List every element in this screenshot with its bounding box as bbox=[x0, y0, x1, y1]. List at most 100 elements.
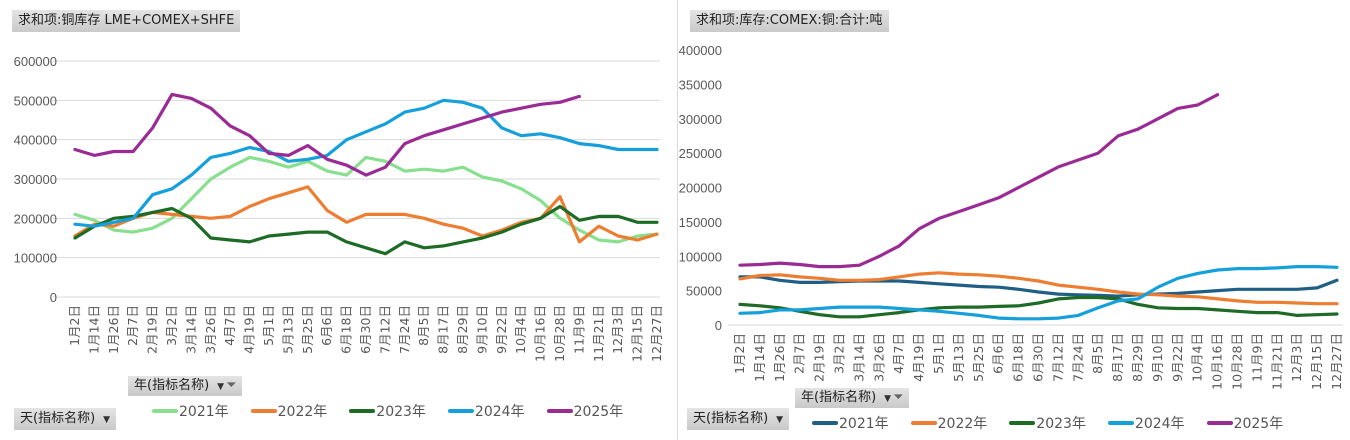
y-tick-label: 200000 bbox=[14, 211, 57, 226]
x-tick-label: 8月17日 bbox=[1110, 333, 1125, 382]
legend-item: 2021年 bbox=[812, 413, 889, 433]
legend-item: 2023年 bbox=[1009, 413, 1086, 433]
chart-title-button[interactable]: 求和项:铜库存 LME+COMEX+SHFE bbox=[12, 10, 241, 32]
legend-swatch bbox=[152, 409, 178, 413]
y-tick-label: 0 bbox=[50, 290, 57, 305]
day-field-button[interactable]: 天(指标名称) ▼ bbox=[687, 408, 790, 430]
legend-label: 2021年 bbox=[179, 404, 229, 420]
x-tick-label: 6月6日 bbox=[319, 305, 334, 346]
x-tick-label: 3月14日 bbox=[851, 333, 866, 382]
series-line-2024年 bbox=[73, 98, 659, 228]
x-tick-label: 8月17日 bbox=[436, 305, 451, 354]
x-tick-label: 9月22日 bbox=[494, 305, 509, 354]
legend-item: 2025年 bbox=[546, 401, 624, 421]
x-tick-label: 2月19日 bbox=[812, 333, 827, 382]
y-tick-label: 200000 bbox=[679, 181, 722, 196]
x-tick-label: 5月1日 bbox=[931, 333, 946, 374]
series-line-2023年 bbox=[738, 295, 1339, 319]
series-line-2025年 bbox=[73, 92, 582, 177]
x-tick-label: 8月5日 bbox=[416, 305, 431, 346]
dropdown-arrow-icon: ▼ bbox=[884, 394, 892, 404]
x-tick-label: 12月15日 bbox=[630, 305, 645, 362]
x-tick-label: 6月18日 bbox=[1011, 333, 1026, 382]
legend-label: 2022年 bbox=[277, 404, 328, 420]
series-line-2023年 bbox=[73, 204, 659, 256]
legend-item: 2023年 bbox=[349, 401, 426, 421]
x-tick-label: 1月26日 bbox=[106, 305, 121, 354]
filter-icon: ⏷ bbox=[226, 378, 237, 393]
legend-label: 2022年 bbox=[937, 416, 988, 432]
x-tick-label: 6月6日 bbox=[991, 333, 1006, 374]
x-tick-label: 5月25日 bbox=[971, 333, 986, 382]
legend-swatch bbox=[812, 421, 838, 425]
legend-label: 2024年 bbox=[474, 404, 525, 420]
chart-title-button[interactable]: 求和项:库存:COMEX:铜:合计:吨 bbox=[690, 10, 889, 32]
x-tick-label: 5月13日 bbox=[280, 305, 295, 354]
legend-item: 2022年 bbox=[910, 413, 988, 433]
x-tick-label: 2月19日 bbox=[145, 305, 160, 354]
x-tick-label: 3月2日 bbox=[164, 305, 179, 346]
legend-label: 2024年 bbox=[1134, 416, 1185, 432]
legend-label: 2025年 bbox=[573, 404, 624, 420]
x-tick-label: 1月14日 bbox=[86, 305, 101, 354]
series-line-2024年 bbox=[738, 265, 1339, 321]
legend-swatch bbox=[250, 409, 277, 413]
y-tick-label: 300000 bbox=[679, 112, 722, 127]
legend-label: 2023年 bbox=[1036, 416, 1086, 432]
x-tick-label: 1月2日 bbox=[67, 305, 82, 346]
year-field-button[interactable]: 年(指标名称) ▼ ⏷ bbox=[128, 376, 243, 396]
x-tick-label: 6月30日 bbox=[358, 305, 373, 354]
x-tick-label: 3月2日 bbox=[832, 333, 847, 374]
chart-total-inventory: 0 100000 200000 300000 400000 500000 600000 1月2… bbox=[14, 54, 664, 362]
x-tick-label: 4月19日 bbox=[911, 333, 926, 382]
day-field-label: 天(指标名称) bbox=[20, 411, 96, 426]
x-tick-label: 4月7日 bbox=[222, 305, 237, 346]
x-tick-label: 10月16日 bbox=[1210, 333, 1225, 390]
y-tick-label: 400000 bbox=[679, 43, 722, 58]
chart-panel-total-inventory: 0 100000 200000 300000 400000 500000 600000 1月2… bbox=[12, 0, 678, 440]
x-tick-label: 10月4日 bbox=[513, 305, 528, 354]
x-tick-label: 10月28日 bbox=[552, 305, 567, 362]
x-tick-label: 7月12日 bbox=[1050, 333, 1065, 382]
x-tick-label: 10月4日 bbox=[1190, 333, 1205, 382]
y-tick-label: 150000 bbox=[679, 215, 722, 230]
y-tick-label: 350000 bbox=[679, 77, 722, 92]
x-tick-label: 7月24日 bbox=[1070, 333, 1085, 382]
x-tick-label: 11月21日 bbox=[1269, 333, 1284, 390]
dropdown-arrow-icon: ▼ bbox=[103, 415, 111, 425]
legend: 2021年 2022年 2023年 2024年 2025年 bbox=[152, 401, 623, 421]
x-tick-label: 6月30日 bbox=[1031, 333, 1046, 382]
legend-swatch bbox=[910, 421, 937, 425]
chart-panel-comex-inventory: 0 50000 100000 150000 200000 250000 300000 3500… bbox=[678, 0, 1350, 440]
x-tick-label: 11月9日 bbox=[1249, 333, 1264, 382]
day-field-label: 天(指标名称) bbox=[693, 411, 769, 426]
x-tick-label: 2月7日 bbox=[125, 305, 140, 346]
x-tick-label: 2月7日 bbox=[792, 333, 807, 374]
legend-item: 2022年 bbox=[250, 401, 328, 421]
y-tick-label: 400000 bbox=[14, 133, 57, 148]
x-tick-label: 10月16日 bbox=[533, 305, 548, 362]
x-tick-label: 7月24日 bbox=[397, 305, 412, 354]
x-tick-label: 9月10日 bbox=[474, 305, 489, 354]
legend-swatch bbox=[546, 409, 573, 413]
x-tick-label: 9月22日 bbox=[1170, 333, 1185, 382]
y-tick-label: 100000 bbox=[679, 249, 722, 264]
x-tick-label: 8月29日 bbox=[1130, 333, 1145, 382]
year-field-button[interactable]: 年(指标名称) ▼ ⏷ bbox=[795, 388, 910, 408]
series-line-2022年 bbox=[73, 185, 659, 244]
x-tick-label: 3月26日 bbox=[871, 333, 886, 382]
x-tick-label: 12月15日 bbox=[1309, 333, 1324, 390]
day-field-button[interactable]: 天(指标名称) ▼ bbox=[14, 408, 117, 430]
series-line-2022年 bbox=[738, 271, 1339, 306]
legend-label: 2025年 bbox=[1233, 416, 1284, 432]
x-tick-label: 8月5日 bbox=[1090, 333, 1105, 374]
dropdown-arrow-icon: ▼ bbox=[776, 415, 784, 425]
x-tick-label: 4月7日 bbox=[891, 333, 906, 374]
x-tick-label: 5月1日 bbox=[261, 305, 276, 346]
year-field-label: 年(指标名称) bbox=[134, 378, 210, 393]
x-tick-label: 10月28日 bbox=[1230, 333, 1245, 390]
y-tick-label: 600000 bbox=[14, 54, 57, 69]
legend-swatch bbox=[349, 409, 376, 413]
legend: 2021年 2022年 2023年 2024年 2025年 bbox=[812, 413, 1283, 433]
chart-comex-inventory: 0 50000 100000 150000 200000 250000 300000 3500… bbox=[679, 43, 1344, 390]
